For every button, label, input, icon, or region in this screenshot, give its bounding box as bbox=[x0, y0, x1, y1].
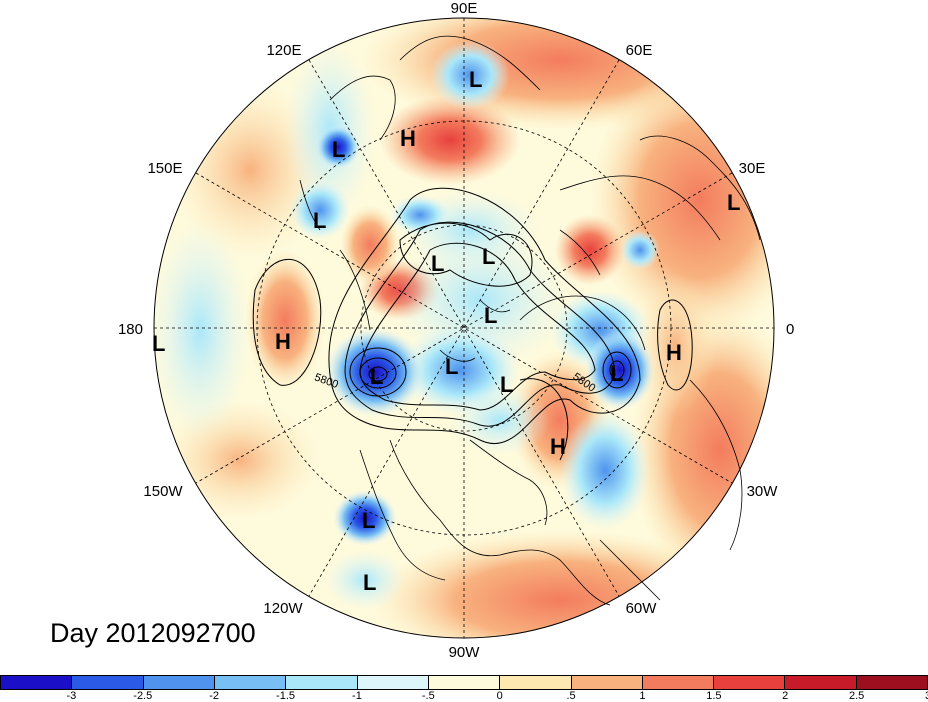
colorbar-tick-label: 0 bbox=[496, 690, 503, 702]
map-boundary bbox=[153, 17, 775, 639]
colorbar-tick-label: -3 bbox=[66, 690, 77, 702]
low-center-marker: L bbox=[152, 331, 165, 356]
low-center-marker: L bbox=[727, 190, 740, 215]
high-center-marker: H bbox=[550, 434, 566, 459]
colorbar-tick-label: 2 bbox=[782, 690, 789, 702]
colorbar-tick-label: -1 bbox=[352, 690, 362, 702]
lon-label-90e: 90E bbox=[451, 0, 478, 17]
colorbar-tick-label: -.5 bbox=[421, 690, 435, 702]
day-label: Day 2012092700 bbox=[50, 618, 256, 648]
colorbar-tick-label: 1 bbox=[639, 690, 646, 702]
lon-label-150w: 150W bbox=[143, 483, 183, 500]
lon-label-60w: 60W bbox=[626, 600, 658, 617]
colorbar-swatch bbox=[500, 676, 572, 689]
lon-label-30w: 30W bbox=[747, 483, 779, 500]
colorbar-swatch bbox=[72, 676, 144, 689]
lon-label-180: 180 bbox=[118, 321, 143, 338]
lon-label-150e: 150E bbox=[147, 160, 182, 177]
low-center-marker: L bbox=[469, 67, 482, 92]
colorbar-swatch bbox=[714, 676, 786, 689]
high-center-marker: H bbox=[400, 126, 416, 151]
lon-label-30e: 30E bbox=[739, 160, 766, 177]
colorbar-swatch bbox=[357, 676, 429, 689]
low-center-marker: L bbox=[500, 372, 513, 397]
colorbar-swatch bbox=[856, 676, 928, 689]
lon-label-120e: 120E bbox=[266, 42, 301, 59]
colorbar-swatch bbox=[143, 676, 215, 689]
colorbar-swatch bbox=[428, 676, 501, 689]
colorbar-tick-label: -2.5 bbox=[133, 690, 153, 702]
lon-label-60e: 60E bbox=[626, 42, 653, 59]
high-center-marker: H bbox=[275, 329, 291, 354]
colorbar-swatch bbox=[214, 676, 287, 689]
colorbar-tick-label: -2 bbox=[209, 690, 220, 702]
coastlines bbox=[299, 35, 761, 606]
low-center-marker: L bbox=[445, 354, 458, 379]
pressure-centers: L H L L L L L L H L L L H L H L L L bbox=[152, 67, 740, 595]
low-center-marker: L bbox=[313, 208, 326, 233]
longitude-labels: 90E 60E 120E 30E 150E 0 180 150W 30W 120… bbox=[118, 0, 794, 661]
colorbar-swatch bbox=[642, 676, 715, 689]
low-center-marker: L bbox=[482, 244, 495, 269]
colorbar-tick-label: 1.5 bbox=[706, 690, 722, 702]
low-center-marker: L bbox=[431, 251, 444, 276]
lon-label-90w: 90W bbox=[449, 644, 481, 661]
lon-label-120w: 120W bbox=[263, 600, 303, 617]
low-center-marker: L bbox=[362, 508, 375, 533]
colorbar-tick-label: 2.5 bbox=[848, 690, 865, 702]
high-center-marker: H bbox=[666, 340, 682, 365]
low-center-marker: L bbox=[370, 364, 383, 389]
colorbar-labels: -3 -2.5 -2 -1.5 -1 -.5 0 .5 1 1.5 2 2.5 3 bbox=[0, 690, 928, 702]
low-center-marker: L bbox=[332, 137, 345, 162]
anomaly-field bbox=[154, 18, 774, 638]
low-center-marker: L bbox=[610, 361, 623, 386]
height-contours bbox=[252, 187, 693, 461]
grid-lines bbox=[154, 18, 774, 638]
colorbar bbox=[0, 675, 928, 690]
colorbar-swatch bbox=[571, 676, 643, 689]
colorbar-swatch bbox=[1, 676, 73, 689]
colorbar-tick-label: 3 bbox=[925, 690, 928, 702]
colorbar-tick-label: -1.5 bbox=[276, 690, 296, 702]
colorbar-swatch bbox=[785, 676, 857, 689]
lon-label-0: 0 bbox=[786, 321, 794, 338]
colorbar-tick-label: .5 bbox=[566, 690, 576, 702]
low-center-marker: L bbox=[363, 570, 376, 595]
low-center-marker: L bbox=[484, 303, 497, 328]
colorbar-swatch bbox=[286, 676, 358, 689]
